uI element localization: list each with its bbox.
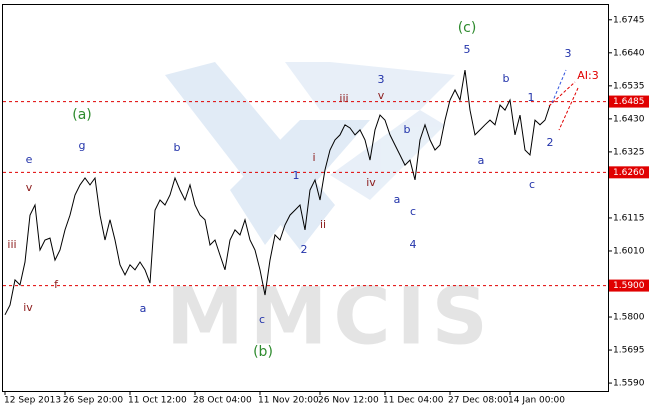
watermark-logo <box>165 62 455 250</box>
x-tick-label: 26 Nov 12:00 <box>318 396 379 406</box>
wave-label: 1 <box>528 91 535 104</box>
level-label-box <box>609 279 649 292</box>
y-tick-label: 1.6745 <box>613 15 645 25</box>
wave-label: c <box>410 205 416 218</box>
wave-label: iii <box>7 238 16 251</box>
level-label-box <box>609 166 649 179</box>
wave-label: 3 <box>378 73 385 86</box>
wave-label: (b) <box>253 344 273 360</box>
x-tick-label: 27 Dec 08:00 <box>448 396 509 406</box>
wave-label: c <box>259 313 265 326</box>
wave-label: b <box>404 123 411 136</box>
level-label: 1.6260 <box>613 168 645 178</box>
x-tick-label: 11 Dec 04:00 <box>383 396 444 406</box>
price-line <box>4 70 551 316</box>
wave-label: f <box>54 278 59 291</box>
plot-border <box>2 4 609 392</box>
y-tick-label: 1.5695 <box>613 346 645 356</box>
wave-label: (a) <box>72 107 92 123</box>
wave-label: b <box>174 141 181 154</box>
wave-label: iii <box>339 92 348 105</box>
logo-band <box>230 120 370 245</box>
y-tick-label: 1.6010 <box>613 246 645 256</box>
y-tick-label: 1.6640 <box>613 48 645 58</box>
logo-band <box>285 62 455 110</box>
y-tick-label: 1.5590 <box>613 379 645 389</box>
wave-label: AI:3 <box>577 69 598 82</box>
y-tick-label: 1.6325 <box>613 147 645 157</box>
projection-line <box>548 81 576 107</box>
x-tick-label: 26 Sep 20:00 <box>63 396 123 406</box>
wave-label: 1 <box>293 169 300 182</box>
wave-label: v <box>26 181 33 194</box>
wave-label: a <box>394 193 401 206</box>
y-tick-label: 1.5800 <box>613 313 645 323</box>
level-label: 1.6485 <box>613 97 645 107</box>
x-tick-label: 14 Jan 00:00 <box>508 396 565 406</box>
wave-label: a <box>140 302 147 315</box>
level-label: 1.5900 <box>613 281 645 291</box>
y-tick-label: 1.6535 <box>613 81 645 91</box>
plot-area <box>3 70 608 316</box>
x-tick-label: 28 Oct 04:00 <box>193 396 252 406</box>
wave-label: a <box>478 154 485 167</box>
wave-label: 5 <box>464 43 471 56</box>
wave-label: (c) <box>458 20 477 36</box>
wave-label: 4 <box>410 238 417 251</box>
wave-label: b <box>503 72 510 85</box>
y-tick-label: 1.6115 <box>613 213 645 223</box>
wave-label: ii <box>320 218 326 231</box>
projection-line <box>558 87 579 131</box>
watermark-text: MMCIS <box>166 272 494 362</box>
x-tick-label: 12 Sep 2013 <box>4 396 61 406</box>
x-tick-label: 11 Oct 12:00 <box>128 396 187 406</box>
wave-label: i <box>312 151 315 164</box>
wave-label: c <box>529 178 535 191</box>
wave-label: g <box>79 139 86 152</box>
wave-label: 2 <box>301 243 308 256</box>
projection-line <box>551 69 567 104</box>
wave-label: 2 <box>547 136 554 149</box>
wave-label: v <box>378 89 385 102</box>
y-tick-label: 1.6430 <box>613 114 645 124</box>
logo-band <box>330 110 445 200</box>
wave-label: e <box>26 153 33 166</box>
wave-label: iv <box>366 176 376 189</box>
wave-label: 3 <box>565 47 572 60</box>
level-label-box <box>609 95 649 108</box>
wave-label: iv <box>23 301 33 314</box>
x-tick-label: 11 Nov 20:00 <box>258 396 319 406</box>
